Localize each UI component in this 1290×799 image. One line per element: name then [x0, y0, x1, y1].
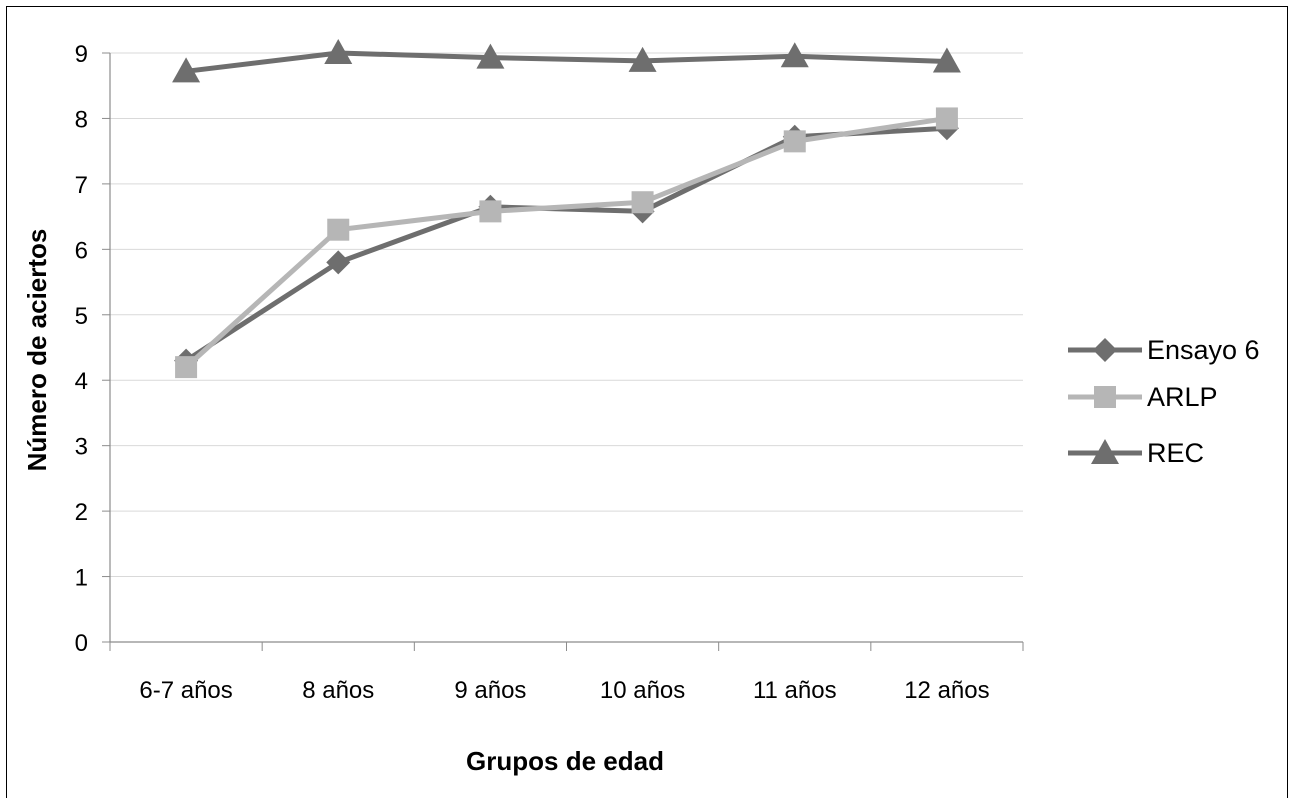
series-line — [185, 50, 948, 74]
data-point — [631, 191, 654, 214]
data-point — [783, 130, 806, 153]
y-tick-label: 0 — [75, 630, 88, 657]
legend-item: Ensayo 6 — [1068, 335, 1260, 365]
data-point — [476, 43, 505, 69]
x-tick-label: 11 años — [753, 677, 837, 704]
axes — [102, 52, 1024, 651]
legend-marker — [1093, 338, 1117, 362]
x-tick-labels: 6-7 años 8 años 9 años 10 años 11 años 12 año… — [139, 677, 989, 704]
data-point — [479, 200, 502, 223]
x-tick-label: 8 años — [302, 677, 374, 704]
y-axis-title: Número de aciertos — [22, 229, 52, 472]
y-tick-labels: 0 1 2 3 4 5 6 7 8 9 — [75, 41, 88, 657]
x-axis-title: Grupos de edad — [466, 746, 664, 776]
series-ensayo-6 — [174, 116, 959, 373]
legend: Ensayo 6 ARLP REC — [1068, 335, 1260, 468]
data-point — [326, 250, 351, 275]
series-rec — [172, 39, 961, 83]
y-tick-label: 8 — [75, 106, 88, 133]
y-tick-label: 5 — [75, 303, 88, 330]
series-layer — [172, 39, 961, 379]
series-line — [184, 115, 948, 369]
y-tick-label: 1 — [75, 565, 88, 592]
data-point — [628, 46, 657, 72]
x-tick-label: 12 años — [904, 677, 989, 704]
data-point — [780, 42, 809, 68]
legend-label: REC — [1147, 438, 1204, 468]
y-tick-label: 9 — [75, 41, 88, 68]
series-line — [184, 125, 948, 363]
legend-item: ARLP — [1068, 382, 1218, 412]
data-point — [324, 39, 353, 64]
data-point — [327, 218, 350, 241]
legend-marker — [1091, 439, 1119, 464]
data-point — [172, 57, 201, 83]
data-point — [175, 356, 198, 379]
data-point — [935, 107, 958, 130]
legend-label: Ensayo 6 — [1147, 335, 1260, 365]
gridlines — [110, 52, 1023, 578]
y-tick-label: 7 — [75, 172, 88, 199]
x-tick-label: 9 años — [454, 677, 526, 704]
legend-label: ARLP — [1147, 382, 1218, 412]
legend-item: REC — [1068, 438, 1204, 468]
x-tick-label: 10 años — [600, 677, 685, 704]
series-arlp — [175, 107, 958, 379]
y-tick-label: 3 — [75, 434, 88, 461]
y-tick-label: 6 — [75, 237, 88, 264]
data-point — [932, 47, 961, 73]
x-tick-label: 6-7 años — [139, 677, 232, 704]
legend-marker — [1094, 386, 1116, 408]
y-tick-label: 4 — [75, 368, 88, 395]
y-tick-label: 2 — [75, 499, 88, 526]
chart-frame — [6, 6, 1288, 798]
